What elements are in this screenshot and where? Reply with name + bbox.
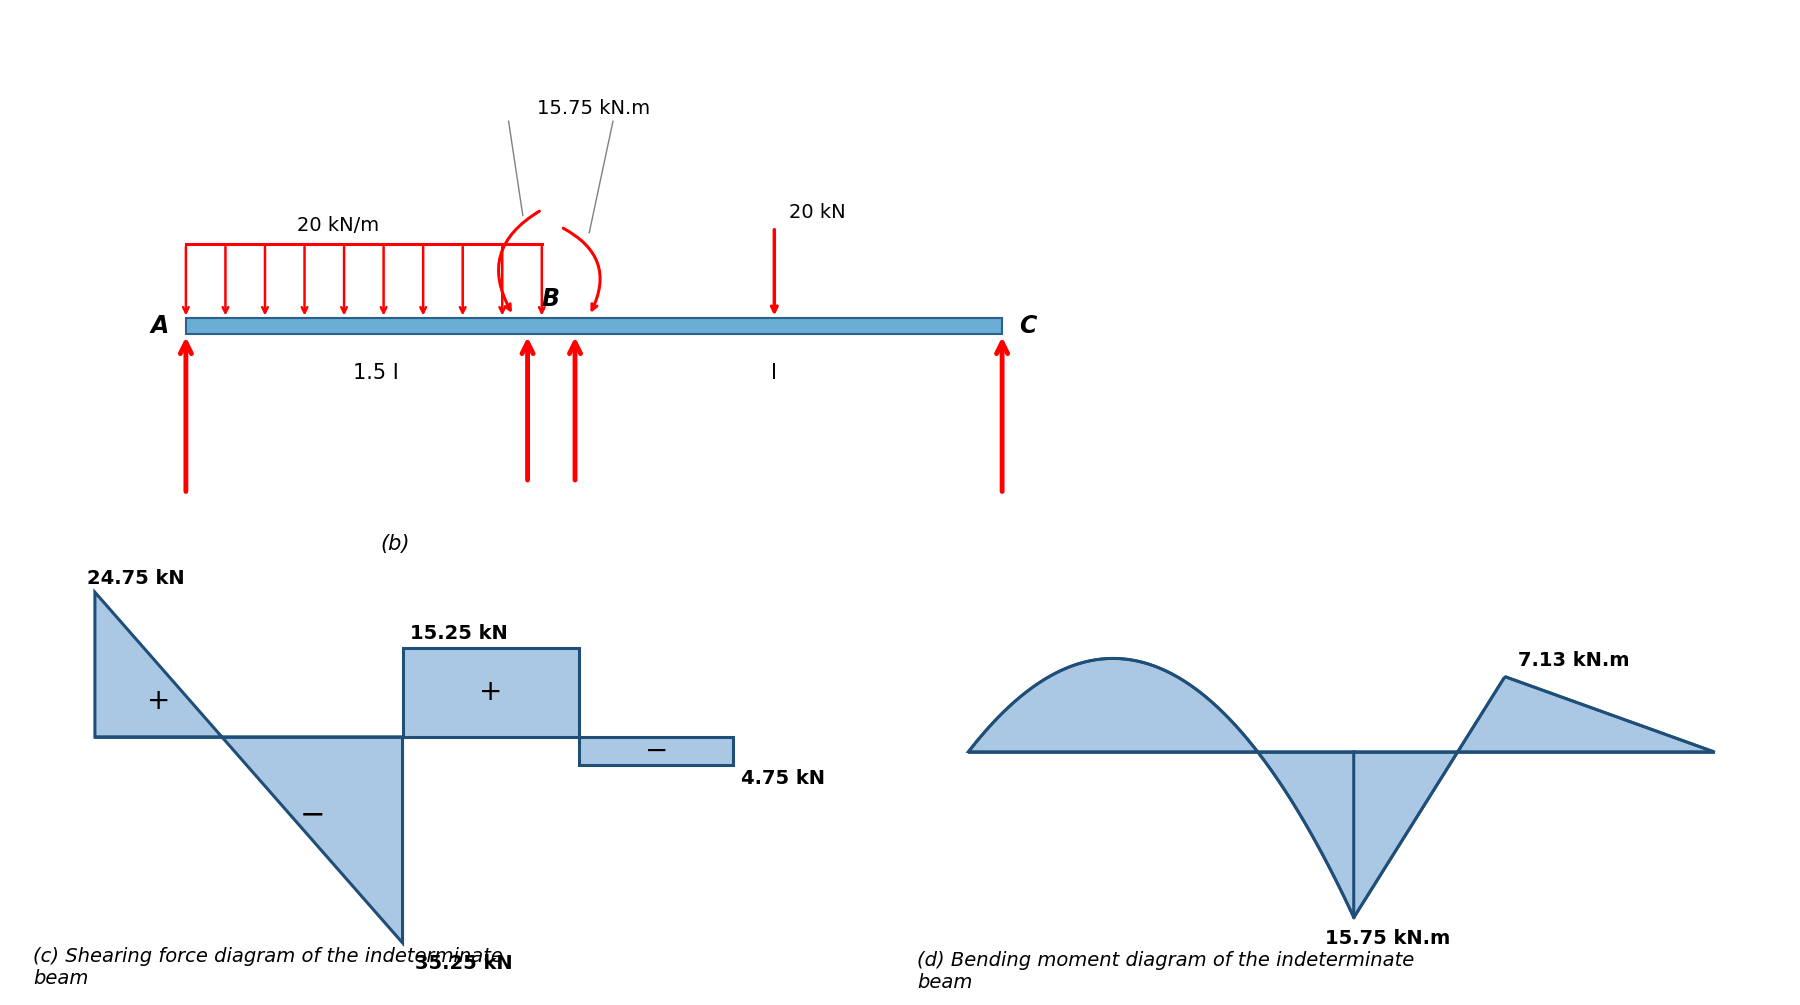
Text: +: + bbox=[146, 686, 169, 715]
Polygon shape bbox=[221, 737, 403, 943]
Text: A: A bbox=[151, 315, 169, 339]
Text: 4.75 kN: 4.75 kN bbox=[742, 769, 824, 788]
Text: 15.75 kN.m: 15.75 kN.m bbox=[538, 99, 650, 119]
Text: 15.75 kN.m: 15.75 kN.m bbox=[1325, 930, 1451, 949]
Polygon shape bbox=[403, 648, 580, 737]
Text: 20 kN/m: 20 kN/m bbox=[297, 216, 378, 235]
Text: I: I bbox=[772, 363, 778, 383]
Bar bbox=[185, 319, 1003, 335]
Text: (b): (b) bbox=[380, 535, 409, 554]
Text: −: − bbox=[644, 737, 668, 765]
Text: 7.13 kN.m: 7.13 kN.m bbox=[1517, 650, 1629, 669]
Polygon shape bbox=[968, 658, 1354, 918]
Text: (d) Bending moment diagram of the indeterminate
beam: (d) Bending moment diagram of the indete… bbox=[918, 951, 1415, 992]
Text: (c) Shearing force diagram of the indeterminate
beam: (c) Shearing force diagram of the indete… bbox=[34, 948, 504, 988]
Polygon shape bbox=[1458, 677, 1714, 752]
Text: +: + bbox=[479, 678, 502, 707]
Text: −: − bbox=[299, 801, 326, 830]
Polygon shape bbox=[1354, 752, 1458, 918]
Text: 35.25 kN: 35.25 kN bbox=[416, 954, 513, 973]
Text: 24.75 kN: 24.75 kN bbox=[86, 569, 185, 588]
Polygon shape bbox=[580, 737, 733, 765]
Text: 20 kN: 20 kN bbox=[788, 203, 846, 222]
Text: 15.25 kN: 15.25 kN bbox=[410, 624, 508, 643]
Polygon shape bbox=[95, 592, 221, 737]
Text: 1.5 I: 1.5 I bbox=[353, 363, 398, 383]
Text: B: B bbox=[542, 287, 560, 312]
Text: C: C bbox=[1019, 315, 1037, 339]
